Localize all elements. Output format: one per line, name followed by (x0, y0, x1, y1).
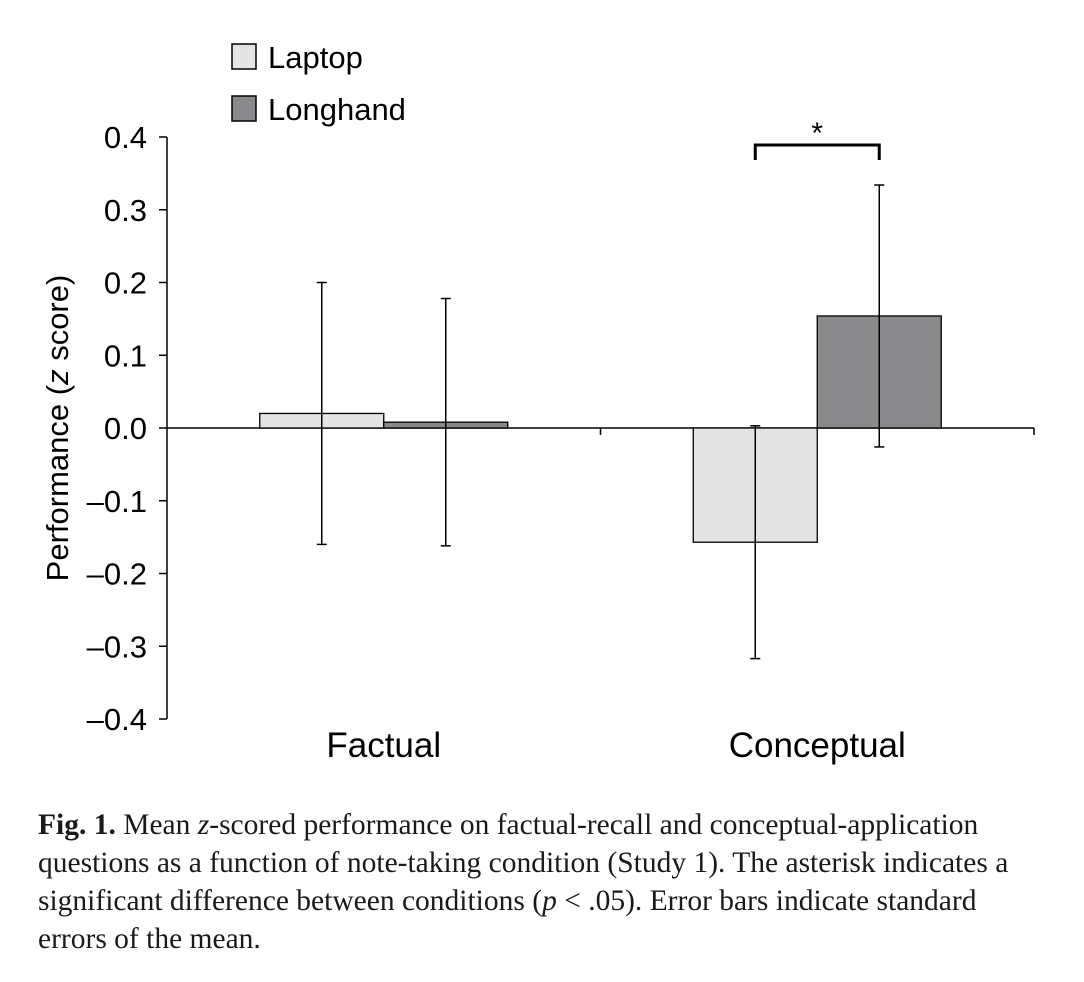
category-labels: Factual Conceptual (326, 726, 905, 765)
y-ticks: 0.4 0.3 0.2 0.1 0.0 –0.1 –0.2 –0.3 –0.4 (87, 120, 167, 737)
figure-label: Fig. 1. (38, 809, 116, 841)
annotations: * (753, 117, 881, 160)
significance-bracket (753, 143, 881, 160)
error-bars (316, 184, 885, 660)
y-tick-label: 0.0 (104, 411, 147, 446)
legend-swatch-longhand (231, 95, 257, 122)
y-tick-label: 0.2 (104, 266, 147, 301)
figure-caption: Fig. 1. Mean z-scored performance on fac… (38, 809, 1009, 955)
y-tick-label: –0.4 (87, 702, 147, 737)
y-tick-label: –0.2 (87, 557, 147, 592)
bar-chart: 0.4 0.3 0.2 0.1 0.0 –0.1 –0.2 –0.3 –0.4 Factual C… (40, 40, 1035, 765)
y-axis-label: Performance (z score) (40, 275, 75, 582)
legend-label-laptop: Laptop (268, 40, 363, 75)
y-tick-label: –0.1 (87, 484, 147, 519)
legend: Laptop Longhand (231, 40, 406, 127)
legend-swatch-laptop (231, 43, 257, 70)
legend-label-longhand: Longhand (268, 92, 406, 127)
y-tick-label: 0.1 (104, 338, 147, 373)
y-tick-label: 0.3 (104, 193, 147, 228)
significance-star: * (811, 117, 823, 150)
category-label-conceptual: Conceptual (729, 726, 906, 765)
y-tick-label: –0.3 (87, 629, 147, 664)
y-tick-label: 0.4 (104, 120, 147, 155)
category-label-factual: Factual (326, 726, 441, 765)
